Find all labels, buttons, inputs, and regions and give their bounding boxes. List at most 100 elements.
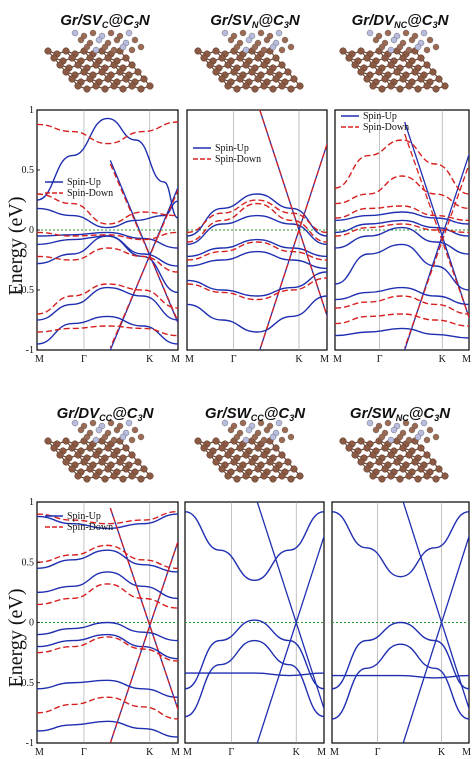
band-spin-up (187, 295, 327, 333)
band-spin-down (335, 313, 469, 327)
band-spin-down (187, 241, 327, 261)
band-spin-up (185, 639, 324, 718)
x-tick-label: M (185, 354, 194, 365)
x-tick-label: M (317, 747, 326, 758)
band-spin-up (335, 211, 469, 225)
band-spin-down (37, 544, 178, 569)
legend-label: Spin-Down (363, 122, 409, 133)
x-tick-label: M (183, 747, 192, 758)
band-spin-down (37, 283, 178, 315)
band-spin-down (37, 121, 178, 145)
bands (185, 502, 324, 743)
x-tick-label: K (293, 747, 301, 758)
y-tick-label: 0 (29, 618, 34, 629)
x-tick-label: M (333, 354, 342, 365)
band-dirac-cone (259, 142, 327, 350)
band-spin-up (185, 619, 324, 690)
x-tick-label: Γ (375, 747, 381, 758)
x-tick-label: Γ (81, 747, 87, 758)
band-spin-up (187, 250, 327, 270)
band-spin-down (335, 295, 469, 315)
band-spin-up (332, 621, 469, 690)
band-spin-up (185, 672, 324, 677)
band-spin-up (37, 621, 178, 642)
bands (37, 117, 178, 350)
y-tick-label: 0 (29, 225, 34, 236)
band-spin-up (187, 214, 327, 246)
band-spin-down (335, 139, 469, 195)
band-dirac-cone (109, 507, 178, 712)
band-dirac-cone (109, 539, 178, 743)
band-spin-up (335, 243, 469, 291)
band-spin-down (187, 202, 327, 243)
y-axis-label-top: Energy (eV) (5, 196, 27, 295)
molecule-structure-1 (44, 29, 154, 93)
x-tick-label: K (146, 354, 154, 365)
x-tick-label: K (146, 747, 154, 758)
x-tick-label: M (35, 747, 44, 758)
band-dirac-cone (404, 152, 469, 350)
band-spin-down (37, 247, 178, 273)
bands (37, 507, 178, 743)
y-tick-label: 0.5 (22, 165, 35, 176)
band-spin-down (37, 696, 178, 720)
legend-label: Spin-Up (363, 111, 397, 122)
band-spin-up (335, 226, 469, 255)
legend-label: Spin-Up (67, 511, 101, 522)
band-dirac-cone (402, 534, 469, 743)
y-tick-label: -1 (26, 738, 34, 749)
band-spin-up (335, 286, 469, 306)
legend-label: Spin-Up (215, 143, 249, 154)
panel-title: Gr/SWNC@C3N (350, 405, 451, 423)
band-spin-up (187, 238, 327, 258)
panel-1: Gr/SVC@C3N M Γ K M 1 0.5 0 -0.5 -1 Spin-UpSpin-Dow… (18, 12, 180, 365)
band-spin-up (332, 674, 469, 679)
y-tick-label: 1 (29, 497, 34, 508)
legend-label: Spin-Down (67, 522, 113, 533)
molecule-structure-6 (339, 419, 449, 483)
bands (335, 121, 469, 350)
band-spin-down (335, 223, 469, 237)
panel-title: Gr/DVCC@C3N (57, 405, 155, 423)
x-tick-label: M (35, 354, 44, 365)
legend-label: Spin-Up (67, 177, 101, 188)
band-spin-up (332, 510, 469, 578)
y-tick-label: 0.5 (22, 557, 35, 568)
x-tick-label: Γ (231, 354, 237, 365)
x-tick-label: K (295, 354, 303, 365)
band-spin-up (335, 327, 469, 339)
panel-title: Gr/DVNC@C3N (352, 12, 450, 30)
x-tick-label: M (462, 747, 471, 758)
band-spin-up (187, 271, 327, 297)
band-spin-down (37, 193, 178, 225)
band-spin-down (335, 175, 469, 210)
y-tick-label: -1 (26, 345, 34, 356)
band-spin-up (37, 235, 178, 294)
band-spin-down (335, 205, 469, 222)
molecule-structure-3 (339, 29, 449, 93)
band-spin-up (185, 510, 324, 582)
y-tick-label: -0.5 (18, 285, 34, 296)
x-tick-label: M (171, 354, 180, 365)
molecule-structure-4 (44, 419, 154, 483)
x-tick-label: M (462, 354, 471, 365)
panel-6: Gr/SWNC@C3N M Γ K M (330, 405, 471, 758)
bands (187, 110, 327, 350)
band-dirac-cone (404, 162, 469, 348)
band-spin-up (37, 117, 178, 219)
band-spin-down (37, 583, 178, 609)
band-spin-up (37, 679, 178, 698)
y-axis-label-bottom: Energy (eV) (5, 588, 27, 687)
panel-4: Gr/DVCC@C3N M Γ K M 1 0.5 0 -0.5 -1 Spin-UpSpin-Do… (18, 405, 180, 758)
x-tick-label: M (330, 747, 339, 758)
x-tick-label: M (320, 354, 329, 365)
band-dirac-cone (109, 188, 178, 348)
band-spin-down (37, 325, 178, 337)
band-spin-down (37, 636, 178, 662)
legend-label: Spin-Down (67, 188, 113, 199)
band-spin-up (37, 549, 178, 573)
panel-title: Gr/SVC@C3N (60, 12, 151, 30)
